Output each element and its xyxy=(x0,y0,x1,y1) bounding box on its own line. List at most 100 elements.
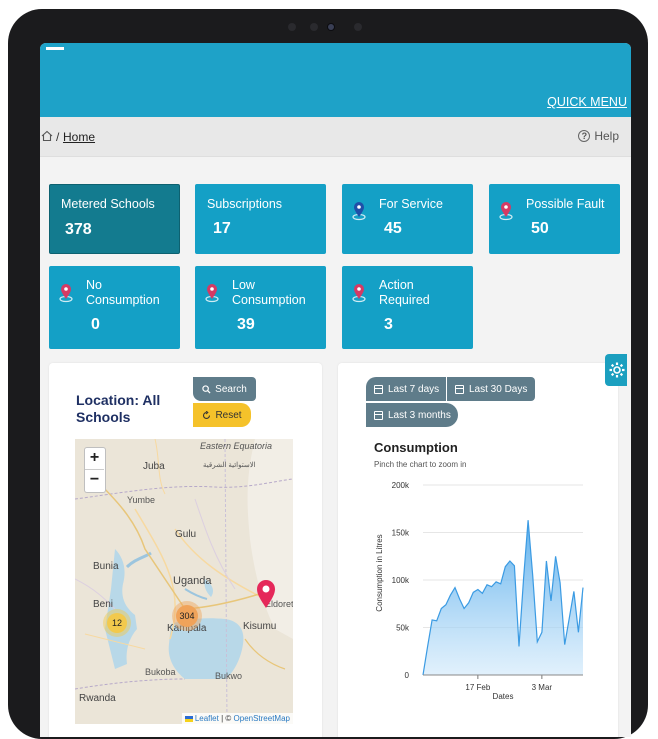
tablet-frame: QUICK MENU / Home ? Help Metered Schools… xyxy=(8,9,648,739)
consumption-area xyxy=(423,520,583,675)
blue-map-pin-icon xyxy=(352,202,366,221)
breadcrumb-separator: / xyxy=(56,130,60,144)
chart-y-tick-label: 200k xyxy=(392,481,410,490)
reset-button-label: Reset xyxy=(215,409,242,421)
consumption-panel: Last 7 days Last 30 Days Last 3 months C… xyxy=(338,363,618,737)
stat-card-no-consumption[interactable]: No Consumption 0 xyxy=(49,266,180,349)
stat-label: Subscriptions xyxy=(207,197,283,211)
breadcrumb: / Home ? Help xyxy=(40,117,631,157)
camera-bar xyxy=(288,23,370,31)
search-icon xyxy=(202,384,211,394)
chart-y-tick-label: 50k xyxy=(396,624,410,633)
chart-y-axis-label: Consumption in Litres xyxy=(375,534,384,611)
last-30-days-button[interactable]: Last 30 Days xyxy=(447,377,535,401)
map-label-bukoba: Bukoba xyxy=(145,667,176,677)
stat-label: Possible Fault xyxy=(526,197,605,211)
gear-icon xyxy=(609,362,625,378)
calendar-icon xyxy=(374,410,383,420)
chart-y-tick-label: 100k xyxy=(392,576,410,585)
map-label-yumbe: Yumbe xyxy=(127,495,156,505)
zoom-out-button[interactable]: − xyxy=(85,469,104,490)
map-label-uganda: Uganda xyxy=(173,575,212,587)
chart-y-tick-label: 0 xyxy=(405,671,410,680)
home-icon[interactable] xyxy=(41,130,53,142)
chart-title: Consumption xyxy=(374,440,458,455)
stat-value: 45 xyxy=(384,220,402,237)
map-cluster-marker[interactable]: 12 xyxy=(103,609,131,637)
sensor-dot xyxy=(354,23,362,31)
red-map-pin-icon xyxy=(205,284,219,303)
help-label: Help xyxy=(594,129,619,143)
stat-card-action-required[interactable]: Action Required 3 xyxy=(342,266,473,349)
map-tiles xyxy=(75,439,293,724)
map-cluster-count: 12 xyxy=(107,613,127,633)
top-header: QUICK MENU xyxy=(40,43,631,117)
zoom-in-button[interactable]: + xyxy=(89,449,100,466)
map-label-kampala: Kampala xyxy=(167,623,207,634)
stat-value: 3 xyxy=(384,316,393,333)
chart-x-tick-label: 17 Feb xyxy=(465,683,490,692)
reset-icon xyxy=(203,410,211,419)
map-label-bukwo: Bukwo xyxy=(215,671,243,681)
location-map[interactable]: Eastern Equatoria الاستوائية الشرقية Jub… xyxy=(75,439,293,724)
chart-subtitle: Pinch the chart to zoom in xyxy=(374,460,467,469)
map-label-kisumu: Kisumu xyxy=(243,621,277,632)
breadcrumb-home-link[interactable]: Home xyxy=(63,130,96,144)
attribution-separator: | xyxy=(221,714,224,723)
map-label-eastern-equatoria: Eastern Equatoria xyxy=(200,441,273,451)
reset-button[interactable]: Reset xyxy=(193,403,251,427)
red-map-pin-icon xyxy=(352,284,366,303)
map-cluster-marker[interactable]: 304 xyxy=(172,601,202,631)
map-attribution: Leaflet | © OpenStreetMap xyxy=(181,713,293,724)
last-30-days-label: Last 30 Days xyxy=(469,383,528,395)
chart-y-tick-label: 150k xyxy=(392,529,410,538)
stat-card-for-service[interactable]: For Service 45 xyxy=(342,184,473,254)
stat-card-possible-fault[interactable]: Possible Fault 50 xyxy=(489,184,620,254)
sensor-dot xyxy=(288,23,296,31)
search-button[interactable]: Search xyxy=(193,377,256,401)
search-button-label: Search xyxy=(215,383,247,395)
menu-icon[interactable] xyxy=(46,47,64,50)
stat-card-low-consumption[interactable]: Low Consumption 39 xyxy=(195,266,326,349)
map-label-eldoret: Eldoret xyxy=(265,599,293,609)
stat-label: No Consumption xyxy=(86,278,160,307)
map-label-bunia: Bunia xyxy=(93,561,119,572)
map-label-beni: Beni xyxy=(93,599,114,610)
leaflet-link[interactable]: Leaflet xyxy=(194,714,219,723)
stat-label: Action Required xyxy=(379,278,430,307)
stat-card-metered-schools[interactable]: Metered Schools 378 xyxy=(49,184,180,254)
consumption-chart[interactable]: 0 50k 100k 150k 200k 17 Feb 3 Mar Consumption … xyxy=(338,473,618,713)
help-icon: ? xyxy=(578,130,591,142)
stat-label: Metered Schools xyxy=(61,197,155,211)
sensor-dot xyxy=(310,23,318,31)
settings-tab[interactable] xyxy=(605,354,627,386)
stat-label: For Service xyxy=(379,197,443,211)
red-map-pin-icon xyxy=(499,202,513,221)
consumption-line xyxy=(422,520,584,676)
ukraine-flag-icon xyxy=(184,715,193,722)
camera-icon xyxy=(328,24,334,30)
stat-value: 17 xyxy=(213,220,231,237)
last-7-days-button[interactable]: Last 7 days xyxy=(366,377,446,401)
last-3-months-button[interactable]: Last 3 months xyxy=(366,403,458,427)
red-map-pin-icon xyxy=(59,284,73,303)
map-label-rwanda: Rwanda xyxy=(79,693,116,704)
stat-value: 39 xyxy=(237,316,255,333)
chart-x-tick-label: 3 Mar xyxy=(532,683,553,692)
location-panel: Location: All Schools Search Reset xyxy=(49,363,322,737)
map-label-arabic: الاستوائية الشرقية xyxy=(203,462,256,469)
location-title: Location: All Schools xyxy=(76,392,161,425)
location-pin-icon[interactable] xyxy=(255,579,277,609)
app-screen: QUICK MENU / Home ? Help Metered Schools… xyxy=(40,43,631,737)
stat-value: 50 xyxy=(531,220,549,237)
map-label-juba: Juba xyxy=(143,461,165,472)
stat-card-subscriptions[interactable]: Subscriptions 17 xyxy=(195,184,326,254)
help-button[interactable]: ? Help xyxy=(578,129,619,143)
openstreetmap-link[interactable]: OpenStreetMap xyxy=(233,714,290,723)
last-7-days-label: Last 7 days xyxy=(388,383,440,395)
stat-value: 378 xyxy=(65,221,92,238)
calendar-icon xyxy=(374,384,383,394)
map-cluster-count: 304 xyxy=(176,605,198,627)
map-zoom-control: + − xyxy=(84,447,106,493)
quick-menu-link[interactable]: QUICK MENU xyxy=(547,95,627,109)
